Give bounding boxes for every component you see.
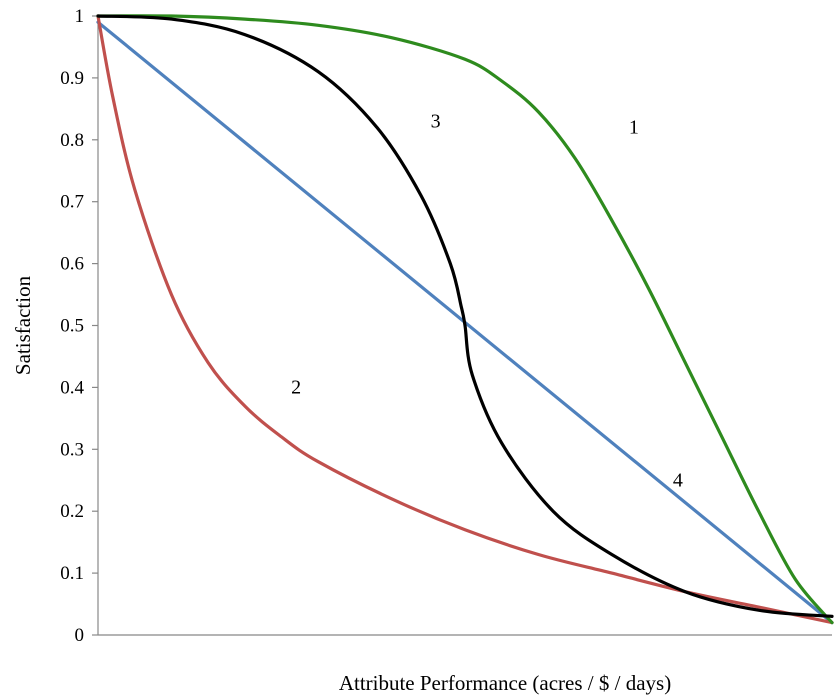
y-tick-label: 0.3 [60,439,84,460]
series-label-1: 1 [629,117,639,139]
series-labels: 1 2 3 4 [291,110,683,491]
y-tick-label: 0.2 [60,501,84,522]
y-tick-label: 0.6 [60,254,84,275]
series-line-2 [96,14,834,625]
y-tick-label: 0.7 [60,192,84,213]
series-label-2: 2 [291,377,301,399]
y-tick-label: 1 [75,6,85,27]
y-tick-label: 0.1 [60,563,84,584]
y-tick-label: 0.5 [60,316,84,337]
y-tick-label: 0.4 [60,377,84,398]
y-tick-label: 0.9 [60,68,84,89]
series-label-4: 4 [673,469,683,491]
y-tick-label: 0.8 [60,130,84,151]
y-tick-label: 0 [75,625,85,646]
series-layer [96,14,834,625]
y-axis-title: Satisfaction [11,275,35,375]
series-line-3 [96,14,834,618]
y-axis-ticks: 0 0.1 0.2 0.3 0.4 0.5 0.6 0.7 0.8 0.9 1 [60,6,98,646]
series-label-3: 3 [431,110,441,132]
series-line-1 [96,14,834,625]
x-axis-title: Attribute Performance (acres / $ / days) [339,671,671,695]
